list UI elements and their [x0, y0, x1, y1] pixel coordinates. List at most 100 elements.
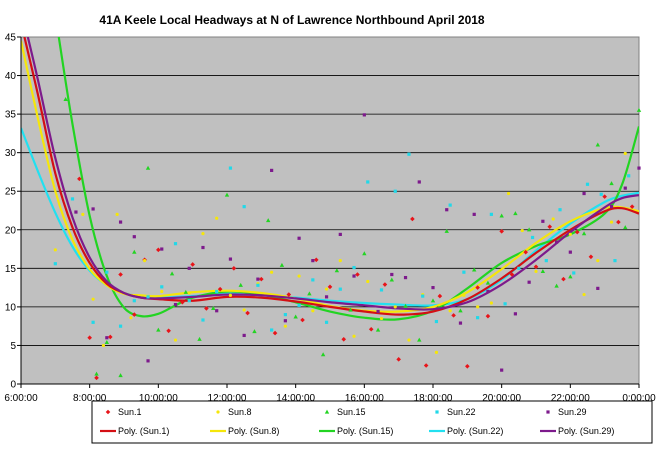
- point-sun-8: [366, 279, 370, 284]
- point-sun-1: [156, 247, 161, 253]
- point-sun-22: [256, 283, 260, 287]
- point-sun-22: [215, 289, 219, 294]
- point-sun-1: [465, 363, 470, 369]
- point-sun-8: [596, 259, 600, 263]
- y-tick-label: 35: [5, 110, 17, 121]
- legend-entry: Sun.15: [337, 407, 366, 417]
- point-sun-1: [423, 363, 429, 368]
- point-sun-29: [74, 210, 78, 214]
- point-sun-8: [623, 151, 627, 156]
- point-sun-29: [311, 259, 315, 263]
- legend-marker: [324, 409, 330, 414]
- x-tick-label: 6:00:00: [4, 393, 38, 404]
- point-sun-29: [91, 207, 95, 211]
- point-sun-22: [324, 320, 329, 324]
- point-sun-15: [472, 267, 477, 272]
- point-sun-15: [499, 213, 504, 218]
- point-sun-15: [526, 227, 532, 232]
- point-sun-22: [105, 270, 109, 274]
- point-sun-8: [520, 228, 524, 233]
- point-sun-8: [311, 309, 315, 313]
- point-sun-1: [561, 276, 566, 282]
- legend-entry: Sun.22: [447, 407, 476, 417]
- point-sun-29: [118, 220, 123, 224]
- point-sun-8: [242, 308, 246, 312]
- point-sun-22: [311, 278, 315, 282]
- y-tick-label: 30: [5, 148, 17, 159]
- point-sun-1: [341, 336, 347, 342]
- y-tick-label: 0: [10, 380, 16, 391]
- point-sun-15: [307, 291, 312, 296]
- point-sun-8: [324, 287, 329, 291]
- point-sun-22: [352, 265, 356, 270]
- point-sun-1: [602, 194, 607, 199]
- point-sun-1: [217, 286, 223, 292]
- point-sun-29: [324, 295, 329, 299]
- point-sun-15: [224, 192, 230, 197]
- point-sun-1: [574, 229, 580, 235]
- point-sun-22: [70, 197, 75, 201]
- point-sun-15: [279, 262, 285, 267]
- point-sun-29: [362, 113, 366, 117]
- point-sun-29: [215, 309, 219, 313]
- point-sun-1: [588, 254, 594, 260]
- legend-box: [91, 400, 653, 444]
- point-sun-22: [476, 316, 480, 320]
- y-axis: 0 5 10 15 20 25 30 35 40 45: [5, 33, 22, 391]
- point-sun-8: [228, 293, 233, 297]
- y-tick-label: 15: [5, 264, 17, 275]
- point-sun-15: [145, 165, 151, 170]
- point-sun-29: [445, 208, 449, 212]
- point-sun-22: [118, 324, 123, 328]
- point-sun-8: [534, 269, 538, 274]
- legend-entry: Poly. (Sun.8): [228, 426, 279, 436]
- point-sun-15: [636, 107, 642, 112]
- point-sun-22: [270, 328, 274, 332]
- point-sun-1: [547, 224, 553, 229]
- point-sun-1: [523, 249, 528, 255]
- x-tick-label: 0:00:00: [622, 393, 656, 404]
- point-sun-29: [352, 274, 356, 278]
- point-sun-22: [599, 192, 603, 196]
- point-sun-1: [259, 276, 264, 282]
- point-sun-22: [187, 299, 191, 303]
- point-sun-15: [238, 282, 243, 287]
- point-sun-22: [283, 313, 287, 317]
- y-tick-label: 10: [5, 302, 17, 313]
- point-sun-22: [462, 270, 466, 274]
- point-sun-8: [476, 305, 480, 309]
- point-sun-29: [513, 312, 517, 316]
- point-sun-1: [180, 299, 185, 305]
- point-sun-22: [160, 285, 164, 289]
- y-tick-label: 25: [5, 187, 17, 198]
- y-tick-label: 45: [5, 33, 17, 44]
- point-sun-22: [572, 271, 576, 275]
- point-sun-29: [582, 191, 586, 196]
- point-sun-29: [338, 232, 342, 237]
- point-sun-15: [430, 298, 436, 303]
- point-sun-8: [283, 324, 287, 328]
- point-sun-8: [53, 248, 57, 252]
- point-sun-29: [623, 186, 627, 190]
- point-sun-1: [286, 292, 292, 297]
- point-sun-1: [231, 266, 237, 271]
- point-sun-8: [101, 343, 105, 348]
- point-sun-1: [313, 257, 319, 263]
- x-tick-label: 8:00:00: [73, 393, 107, 404]
- point-sun-1: [166, 328, 171, 334]
- x-axis: 6:00:00 8:00:00 10:00:00 12:00:00 14:00:00 16…: [4, 383, 656, 404]
- point-sun-8: [338, 259, 342, 263]
- point-sun-22: [448, 203, 452, 207]
- point-sun-15: [623, 225, 628, 230]
- point-sun-1: [77, 176, 82, 182]
- point-sun-1: [94, 375, 99, 381]
- x-tick-label: 10:00:00: [139, 393, 178, 404]
- point-sun-8: [352, 334, 356, 338]
- point-sun-1: [272, 330, 278, 336]
- point-sun-15: [266, 218, 271, 223]
- point-sun-29: [596, 286, 600, 290]
- legend-entry: Poly. (Sun.1): [118, 426, 169, 436]
- point-sun-1: [509, 272, 515, 277]
- point-sun-29: [486, 289, 490, 294]
- point-sun-15: [362, 251, 367, 256]
